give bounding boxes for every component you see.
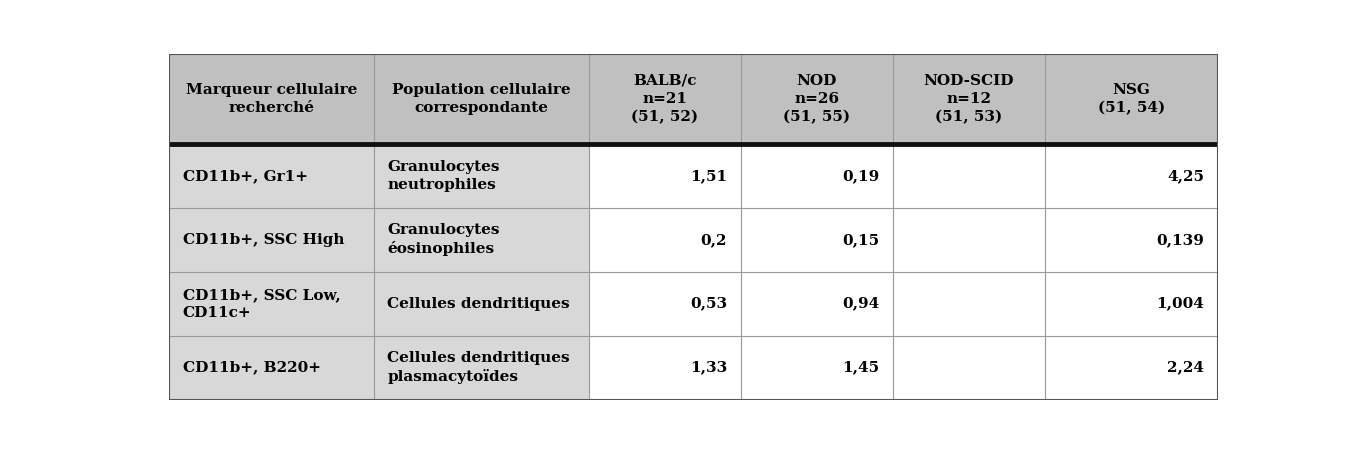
Text: NOD-SCID
n=12
(51, 53): NOD-SCID n=12 (51, 53) [923, 74, 1013, 124]
Bar [893, 272, 1045, 336]
Bar [373, 272, 589, 336]
Bar [169, 272, 373, 336]
Text: 1,004: 1,004 [1157, 297, 1204, 311]
Bar [1045, 54, 1218, 144]
Text: BALB/c
n=21
(51, 52): BALB/c n=21 (51, 52) [630, 74, 698, 124]
Bar [589, 54, 740, 144]
Text: 0,53: 0,53 [690, 297, 727, 311]
Bar [589, 144, 740, 208]
Text: 0,139: 0,139 [1157, 233, 1204, 247]
Text: NOD
n=26
(51, 55): NOD n=26 (51, 55) [783, 74, 850, 124]
Text: CD11b+, Gr1+: CD11b+, Gr1+ [183, 169, 307, 183]
Text: 1,33: 1,33 [690, 361, 727, 374]
Bar [589, 208, 740, 272]
Bar [373, 144, 589, 208]
Text: CD11b+, SSC Low,
CD11c+: CD11b+, SSC Low, CD11c+ [183, 288, 341, 320]
Text: 0,15: 0,15 [842, 233, 879, 247]
Bar [169, 144, 373, 208]
Bar [893, 54, 1045, 144]
Text: 4,25: 4,25 [1168, 169, 1204, 183]
Text: Population cellulaire
correspondante: Population cellulaire correspondante [392, 83, 571, 115]
Bar [373, 54, 589, 144]
Text: 0,19: 0,19 [842, 169, 879, 183]
Bar [893, 208, 1045, 272]
Bar [169, 208, 373, 272]
Bar [589, 336, 740, 400]
Bar [740, 272, 893, 336]
Text: 2,24: 2,24 [1168, 361, 1204, 374]
Text: 1,45: 1,45 [842, 361, 879, 374]
Text: Cellules dendritiques
plasmacytoïdes: Cellules dendritiques plasmacytoïdes [387, 351, 570, 384]
Bar [1045, 272, 1218, 336]
Text: 0,94: 0,94 [842, 297, 879, 311]
Text: CD11b+, SSC High: CD11b+, SSC High [183, 233, 344, 247]
Bar [740, 54, 893, 144]
Bar [1045, 336, 1218, 400]
Text: Marqueur cellulaire
recherché: Marqueur cellulaire recherché [185, 83, 357, 115]
Bar [1045, 208, 1218, 272]
Text: NSG
(51, 54): NSG (51, 54) [1097, 83, 1165, 115]
Bar [740, 336, 893, 400]
Bar [893, 336, 1045, 400]
Bar [373, 208, 589, 272]
Bar [740, 144, 893, 208]
Text: 1,51: 1,51 [690, 169, 727, 183]
Text: Granulocytes
éosinophiles: Granulocytes éosinophiles [387, 223, 499, 256]
Bar [373, 336, 589, 400]
Bar [169, 54, 373, 144]
Bar [893, 144, 1045, 208]
Bar [169, 336, 373, 400]
Bar [1045, 144, 1218, 208]
Text: Granulocytes
neutrophiles: Granulocytes neutrophiles [387, 160, 499, 192]
Text: 0,2: 0,2 [701, 233, 727, 247]
Text: Cellules dendritiques: Cellules dendritiques [387, 297, 570, 311]
Bar [740, 208, 893, 272]
Bar [589, 272, 740, 336]
Text: CD11b+, B220+: CD11b+, B220+ [183, 361, 321, 374]
